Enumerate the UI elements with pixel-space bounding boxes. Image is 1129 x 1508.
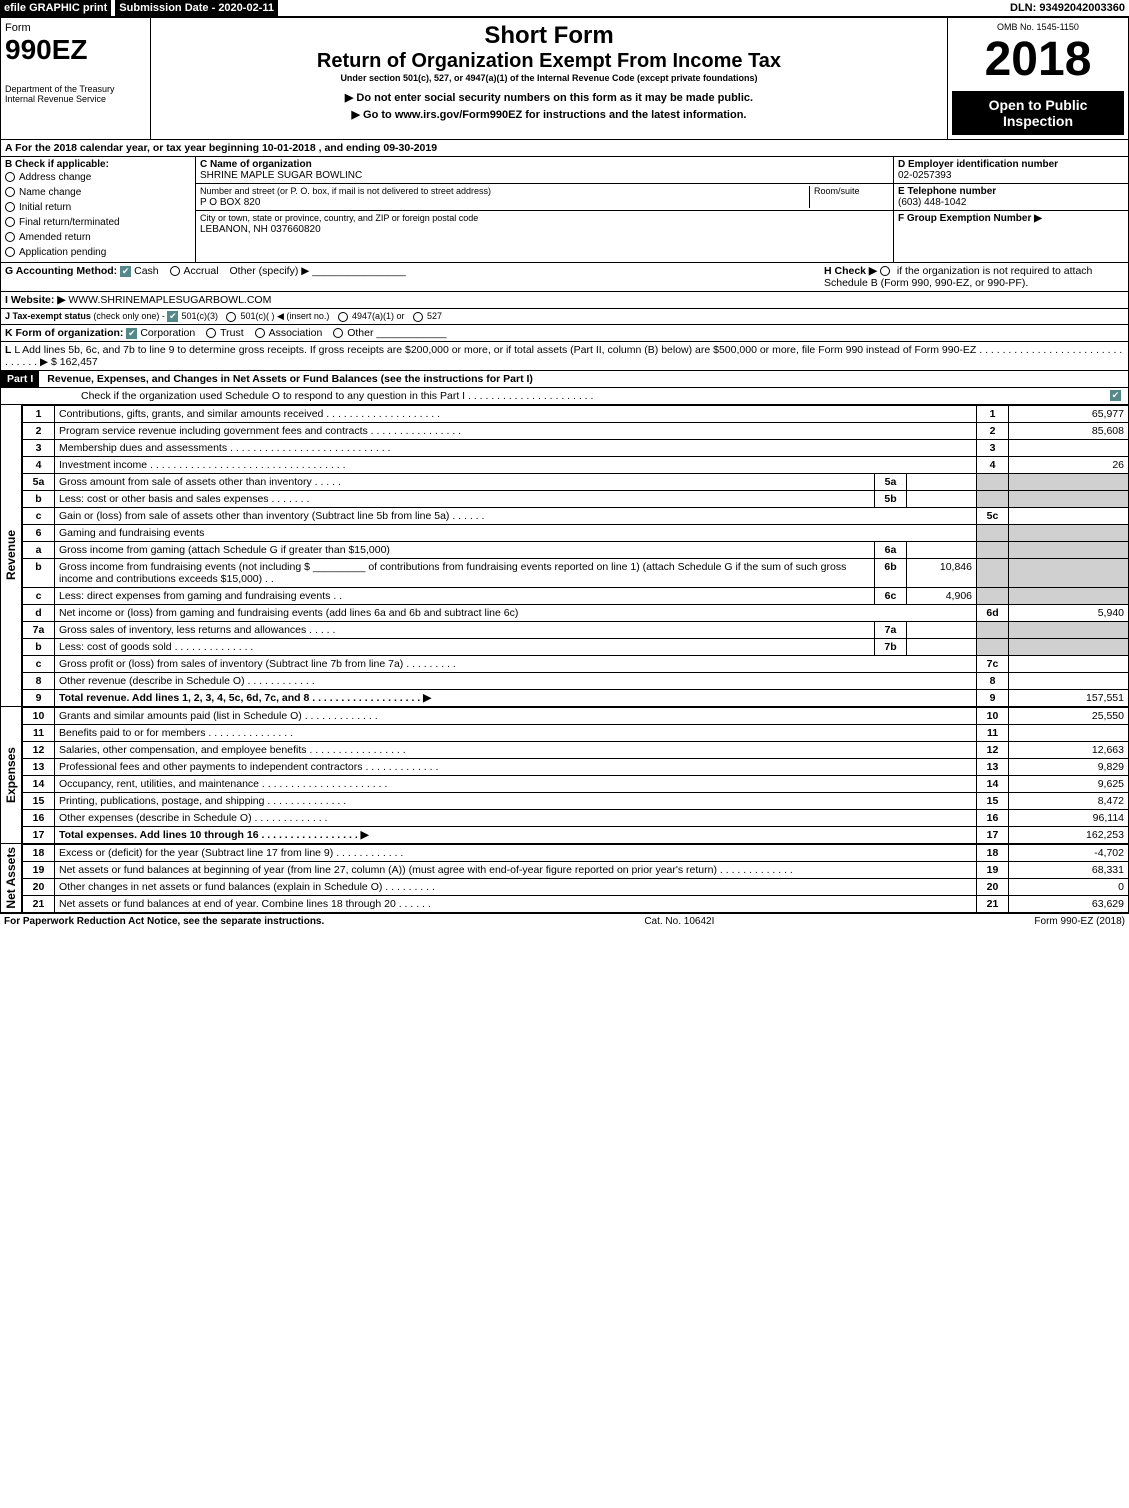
section-d-e-f: D Employer identification number 02-0257…: [893, 157, 1128, 262]
line20-value: 0: [1009, 879, 1129, 896]
phone-value: (603) 448-1042: [898, 197, 966, 208]
line14-value: 9,625: [1009, 776, 1129, 793]
dept-treasury: Department of the Treasury: [5, 84, 146, 94]
line9-total-revenue: 157,551: [1009, 690, 1129, 707]
section-k-formorg: K Form of organization: ✔Corporation Tru…: [0, 325, 1129, 342]
ssn-notice: ▶ Do not enter social security numbers o…: [155, 91, 943, 104]
line13-value: 9,829: [1009, 759, 1129, 776]
cb-amended-return[interactable]: Amended return: [5, 230, 191, 245]
cb-address-change[interactable]: Address change: [5, 170, 191, 185]
submission-date: Submission Date - 2020-02-11: [115, 0, 278, 16]
group-exemption: F Group Exemption Number ▶: [898, 213, 1042, 224]
line6d-value: 5,940: [1009, 605, 1129, 622]
check-icon: ✔: [126, 328, 137, 339]
org-city: LEBANON, NH 037660820: [200, 224, 321, 235]
line6b-value: 10,846: [907, 559, 977, 588]
irs-label: Internal Revenue Service: [5, 94, 146, 104]
cb-final-return[interactable]: Final return/terminated: [5, 215, 191, 230]
cb-initial-return[interactable]: Initial return: [5, 200, 191, 215]
expenses-table: 10Grants and similar amounts paid (list …: [22, 707, 1129, 844]
cb-application-pending[interactable]: Application pending: [5, 245, 191, 260]
expenses-section: Expenses 10Grants and similar amounts pa…: [0, 707, 1129, 844]
line17-total-expenses: 162,253: [1009, 827, 1129, 844]
form-header: Form 990EZ Department of the Treasury In…: [0, 17, 1129, 140]
dln-label: DLN: 93492042003360: [278, 2, 1129, 14]
line21-value: 63,629: [1009, 896, 1129, 913]
form-ref: Form 990-EZ (2018): [1034, 916, 1125, 927]
section-j-exempt: J Tax-exempt status (check only one) - ✔…: [0, 309, 1129, 325]
line12-value: 12,663: [1009, 742, 1129, 759]
top-bar: efile GRAPHIC print Submission Date - 20…: [0, 0, 1129, 17]
form-number: 990EZ: [5, 34, 146, 66]
paperwork-notice: For Paperwork Reduction Act Notice, see …: [4, 916, 324, 927]
line15-value: 8,472: [1009, 793, 1129, 810]
line6c-value: 4,906: [907, 588, 977, 605]
line10-value: 25,550: [1009, 708, 1129, 725]
netassets-section: Net Assets 18Excess or (deficit) for the…: [0, 844, 1129, 913]
line16-value: 96,114: [1009, 810, 1129, 827]
section-a-taxyear: A For the 2018 calendar year, or tax yea…: [0, 140, 1129, 157]
line4-value: 26: [1009, 457, 1129, 474]
goto-notice: ▶ Go to www.irs.gov/Form990EZ for instru…: [155, 108, 943, 121]
irs-link[interactable]: www.irs.gov/Form990EZ: [395, 109, 522, 121]
tax-year: 2018: [952, 32, 1124, 87]
section-g-h: G Accounting Method: ✔Cash Accrual Other…: [0, 263, 1129, 292]
revenue-section: Revenue 1Contributions, gifts, grants, a…: [0, 405, 1129, 707]
gross-receipts: 162,457: [60, 356, 98, 368]
form-word: Form: [5, 22, 146, 34]
org-info-block: B Check if applicable: Address change Na…: [0, 157, 1129, 263]
cb-schedule-b[interactable]: [880, 266, 890, 276]
org-address: P O BOX 820: [200, 197, 260, 208]
efile-print[interactable]: efile GRAPHIC print: [0, 0, 111, 16]
cb-name-change[interactable]: Name change: [5, 185, 191, 200]
line19-value: 68,331: [1009, 862, 1129, 879]
section-l-gross: L L Add lines 5b, 6c, and 7b to line 9 t…: [0, 342, 1129, 371]
line2-value: 85,608: [1009, 423, 1129, 440]
ein-value: 02-0257393: [898, 170, 951, 181]
line1-value: 65,977: [1009, 406, 1129, 423]
open-public-inspection: Open to Public Inspection: [952, 91, 1124, 135]
short-form-title: Short Form: [155, 22, 943, 50]
netassets-table: 18Excess or (deficit) for the year (Subt…: [22, 844, 1129, 913]
check-icon: ✔: [1110, 390, 1121, 401]
cat-number: Cat. No. 10642I: [644, 916, 714, 927]
section-i-website: I Website: ▶ WWW.SHRINEMAPLESUGARBOWL.CO…: [0, 292, 1129, 309]
revenue-table: 1Contributions, gifts, grants, and simil…: [22, 405, 1129, 707]
org-name: SHRINE MAPLE SUGAR BOWLINC: [200, 170, 362, 181]
check-icon: ✔: [167, 311, 178, 322]
check-icon: ✔: [120, 266, 131, 277]
main-title: Return of Organization Exempt From Incom…: [155, 50, 943, 73]
part1-header: Part I Revenue, Expenses, and Changes in…: [0, 371, 1129, 388]
section-b-checkboxes: B Check if applicable: Address change Na…: [1, 157, 196, 262]
section-c-org: C Name of organization SHRINE MAPLE SUGA…: [196, 157, 893, 262]
omb-number: OMB No. 1545-1150: [952, 22, 1124, 32]
website-value: WWW.SHRINEMAPLESUGARBOWL.COM: [68, 294, 271, 306]
line18-value: -4,702: [1009, 845, 1129, 862]
part1-schedule-o-check: Check if the organization used Schedule …: [0, 388, 1129, 405]
page-footer: For Paperwork Reduction Act Notice, see …: [0, 913, 1129, 929]
subtitle: Under section 501(c), 527, or 4947(a)(1)…: [155, 73, 943, 83]
